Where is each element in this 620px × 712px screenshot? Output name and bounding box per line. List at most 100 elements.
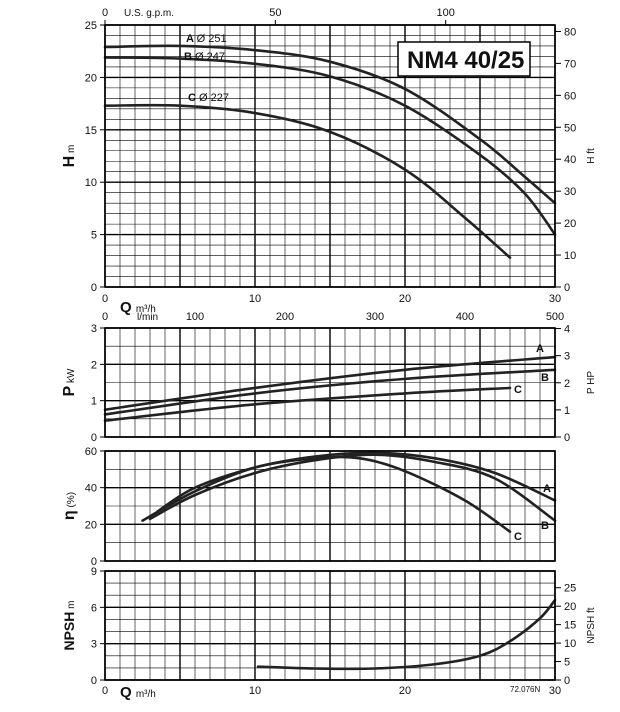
head-y2tick-label: 30: [564, 186, 576, 198]
head-ytick-label: 5: [91, 230, 97, 242]
power-y2tick-label: 2: [564, 378, 570, 390]
efficiency-curve-a: [156, 451, 557, 513]
npsh-ytick-label: 3: [91, 639, 97, 651]
head-y2tick-label: 10: [564, 250, 576, 262]
npsh-y2tick-label: 10: [564, 638, 576, 650]
npsh-ytick-label: 0: [91, 675, 97, 687]
efficiency-ytick-label: 20: [85, 519, 97, 531]
head-label-a: A Ø 251: [186, 33, 227, 45]
head-y2tick-label: 20: [564, 218, 576, 230]
power-y2tick-label: 1: [564, 405, 570, 417]
head-label-letter: B: [184, 51, 195, 63]
q-axis-title: Q m³/h: [120, 299, 156, 316]
head-curve-b: [103, 56, 557, 236]
efficiency-ytick-label: 0: [91, 556, 97, 568]
efficiency-frame: [104, 450, 556, 562]
npsh-y2-title: NPSH ft: [586, 607, 597, 643]
head-label-letter: A: [186, 33, 197, 45]
head-y2tick-label: 80: [564, 26, 576, 38]
q-bottom-tick-label: 30: [549, 685, 561, 697]
head-label-diameter: Ø 247: [195, 51, 225, 63]
head-y-name: H: [61, 156, 78, 168]
npsh-curve-npsh: [256, 598, 557, 671]
power-label-b: B: [541, 372, 549, 384]
q-axis-unit: m³/h: [136, 304, 156, 315]
efficiency-y-unit: (%): [66, 492, 77, 510]
model-title-box: [397, 41, 531, 77]
head-y-title: H m: [61, 145, 78, 168]
npsh-ytick-label: 6: [91, 602, 97, 614]
head-y2-title: H ft: [586, 148, 597, 164]
power-y2tick-label: 3: [564, 351, 570, 363]
q-m3h-tick-label: 10: [249, 293, 261, 305]
power-y2-unit: HP: [586, 371, 597, 385]
head-ytick-label: 10: [85, 177, 97, 189]
head-ytick-label: 25: [85, 20, 97, 32]
q-lmin-tick-label: 200: [276, 311, 294, 323]
npsh-frame: [104, 570, 556, 681]
q-lmin-tick-label: 400: [456, 311, 474, 323]
head-curve-a: [103, 44, 557, 205]
npsh-y2tick-label: 25: [564, 583, 576, 595]
npsh-y-name: NPSH: [61, 612, 77, 651]
power-label-a: A: [536, 343, 544, 355]
head-label-letter: C: [188, 92, 199, 104]
npsh-y2tick-label: 5: [564, 657, 570, 669]
power-y2-title: P HP: [586, 371, 597, 395]
power-y-unit: kW: [66, 368, 77, 386]
power-curve-c: [103, 386, 512, 422]
head-y2-unit: ft: [586, 148, 597, 154]
q-bottom-tick-label: 0: [102, 685, 108, 697]
head-curve-c: [103, 103, 512, 259]
q-lmin-tick-label: 500: [546, 311, 564, 323]
power-curve-b: [103, 368, 557, 416]
npsh-y2-name: NPSH: [586, 613, 597, 644]
head-y2tick-label: 0: [564, 282, 570, 294]
q-axis-name: Q: [120, 299, 136, 316]
model-title: NM4 40/25: [407, 47, 524, 74]
npsh-y-title: NPSH m: [61, 600, 77, 650]
npsh-y2tick-label: 0: [564, 675, 570, 687]
head-y2tick-label: 60: [564, 90, 576, 102]
q-lmin-unit: l/min: [137, 312, 158, 323]
head-ytick-label: 0: [91, 282, 97, 294]
efficiency-curve-c: [141, 455, 512, 533]
q-bottom-tick-label: 10: [249, 685, 261, 697]
head-label-b: B Ø 247: [184, 51, 225, 63]
npsh-y-unit: m: [66, 600, 77, 611]
power-ytick-label: 2: [91, 359, 97, 371]
efficiency-ytick-label: 40: [85, 483, 97, 495]
q-bottom-axis-name: Q: [120, 684, 136, 701]
efficiency-ytick-label: 60: [85, 446, 97, 458]
power-y2tick-label: 0: [564, 432, 570, 444]
head-y2tick-label: 40: [564, 154, 576, 166]
efficiency-label-a: A: [543, 483, 551, 495]
power-y2tick-label: 4: [564, 324, 570, 336]
frame-layer: [100, 20, 561, 681]
q-gpm-tick-label: 100: [436, 7, 454, 19]
q-gpm-tick-label: 50: [269, 7, 281, 19]
power-ytick-label: 0: [91, 432, 97, 444]
q-gpm-unit: U.S. g.p.m.: [124, 8, 174, 19]
chart-code: 72.076N: [510, 685, 540, 694]
q-m3h-tick-label: 20: [399, 293, 411, 305]
q-bottom-axis-title: Q m³/h: [120, 684, 156, 701]
efficiency-y-title: η (%): [61, 492, 78, 520]
efficiency-y-name: η: [61, 510, 78, 520]
power-curve-a: [103, 355, 557, 412]
npsh-y2tick-label: 20: [564, 601, 576, 613]
npsh-y2tick-label: 15: [564, 620, 576, 632]
q-bottom-axis-unit: m³/h: [136, 689, 156, 700]
head-y2tick-label: 70: [564, 58, 576, 70]
head-frame: [104, 24, 556, 288]
head-ytick-label: 20: [85, 72, 97, 84]
efficiency-label-c: C: [514, 531, 522, 543]
q-lmin-tick-label: 300: [366, 311, 384, 323]
head-y-unit: m: [66, 145, 77, 156]
power-y2-name: P: [586, 385, 597, 394]
npsh-y2-unit: ft: [586, 607, 597, 613]
efficiency-curve-b: [148, 453, 557, 522]
head-label-diameter: Ø 227: [199, 92, 229, 104]
curve-layer: [103, 44, 557, 671]
